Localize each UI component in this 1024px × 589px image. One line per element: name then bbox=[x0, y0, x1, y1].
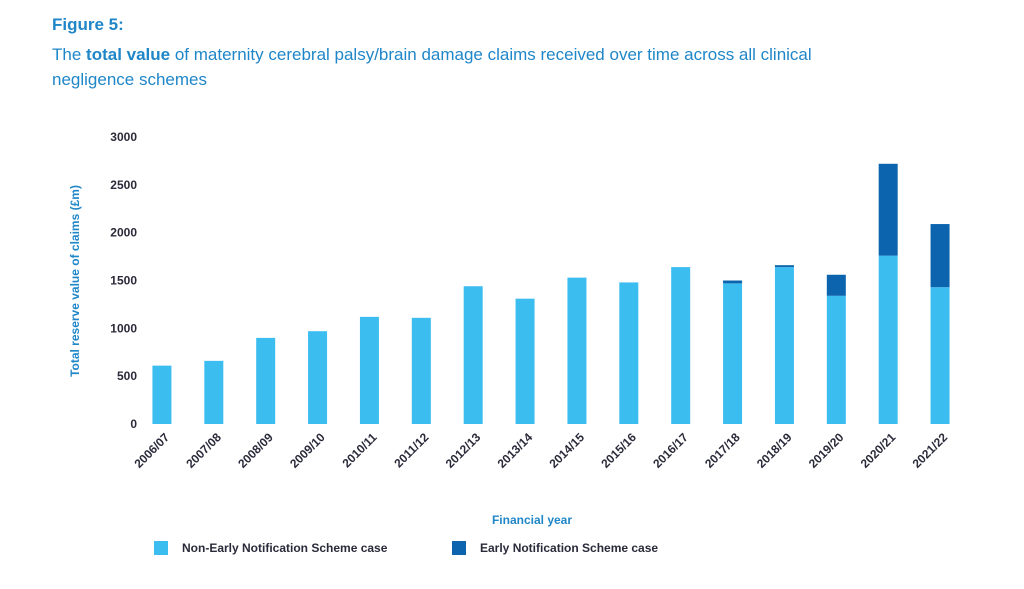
y-tick-label: 2500 bbox=[110, 178, 137, 192]
x-tick-label: 2006/07 bbox=[131, 430, 172, 471]
legend-label-non-ens: Non-Early Notification Scheme case bbox=[182, 541, 388, 555]
bar-ens bbox=[930, 224, 950, 288]
y-tick-label: 3000 bbox=[110, 130, 137, 144]
bar-non-ens bbox=[774, 267, 794, 424]
bar-non-ens bbox=[515, 298, 535, 424]
bar-non-ens bbox=[826, 295, 846, 424]
bar-non-ens bbox=[567, 277, 587, 424]
bars bbox=[152, 163, 950, 424]
title-prefix: The bbox=[52, 45, 87, 64]
x-tick-label: 2019/20 bbox=[806, 430, 847, 471]
y-tick-label: 0 bbox=[130, 417, 137, 431]
x-tick-label: 2015/16 bbox=[598, 430, 639, 471]
x-tick-label: 2009/10 bbox=[287, 430, 328, 471]
x-axis-ticks: 2006/07 2007/08 2008/09 2009/10 2010/11 2011/… bbox=[131, 430, 950, 471]
x-tick-label: 2016/17 bbox=[650, 430, 691, 471]
x-tick-label: 2020/21 bbox=[858, 430, 899, 471]
bar-ens bbox=[723, 280, 743, 284]
bar-non-ens bbox=[463, 286, 483, 424]
bar-ens bbox=[878, 163, 898, 256]
figure-label: Figure 5: bbox=[52, 15, 124, 34]
bar-ens bbox=[826, 274, 846, 296]
bar-non-ens bbox=[930, 287, 950, 424]
x-tick-label: 2010/11 bbox=[339, 430, 379, 470]
bar-non-ens bbox=[878, 255, 898, 424]
x-tick-label: 2014/15 bbox=[546, 430, 587, 471]
y-tick-label: 2000 bbox=[110, 226, 137, 240]
x-tick-label: 2007/08 bbox=[183, 430, 224, 471]
title-suffix: of maternity cerebral palsy/brain damage… bbox=[52, 45, 812, 89]
bar-non-ens bbox=[359, 316, 379, 424]
bar-non-ens bbox=[411, 317, 431, 424]
x-tick-label: 2021/22 bbox=[910, 430, 951, 471]
x-tick-label: 2008/09 bbox=[235, 430, 276, 471]
y-axis-ticks: 0 500 1000 1500 2000 2500 3000 bbox=[110, 130, 137, 431]
legend-swatch-ens bbox=[452, 541, 466, 555]
legend-label-ens: Early Notification Scheme case bbox=[480, 541, 659, 555]
x-tick-label: 2013/14 bbox=[495, 430, 536, 471]
bar-ens bbox=[774, 265, 794, 268]
y-axis-title: Total reserve value of claims (£m) bbox=[68, 185, 82, 377]
x-axis-title: Financial year bbox=[492, 513, 572, 527]
x-tick-label: 2011/12 bbox=[391, 430, 431, 470]
bar-non-ens bbox=[619, 282, 639, 424]
bar-non-ens bbox=[204, 360, 224, 424]
chart-title: The total value of maternity cerebral pa… bbox=[52, 42, 852, 92]
bar-non-ens bbox=[308, 331, 328, 424]
y-tick-label: 500 bbox=[117, 369, 137, 383]
x-tick-label: 2018/19 bbox=[754, 430, 795, 471]
title-emphasis: total value bbox=[86, 45, 171, 64]
bar-non-ens bbox=[152, 365, 172, 424]
y-tick-label: 1500 bbox=[110, 274, 137, 288]
legend-item-non-ens: Non-Early Notification Scheme case bbox=[154, 541, 387, 555]
x-tick-label: 2012/13 bbox=[443, 430, 484, 471]
legend-swatch-non-ens bbox=[154, 541, 168, 555]
y-tick-label: 1000 bbox=[110, 321, 137, 335]
bar-non-ens bbox=[256, 337, 276, 424]
x-tick-label: 2017/18 bbox=[702, 430, 743, 471]
bar-non-ens bbox=[723, 283, 743, 424]
bar-non-ens bbox=[671, 267, 691, 424]
legend-item-ens: Early Notification Scheme case bbox=[452, 541, 658, 555]
